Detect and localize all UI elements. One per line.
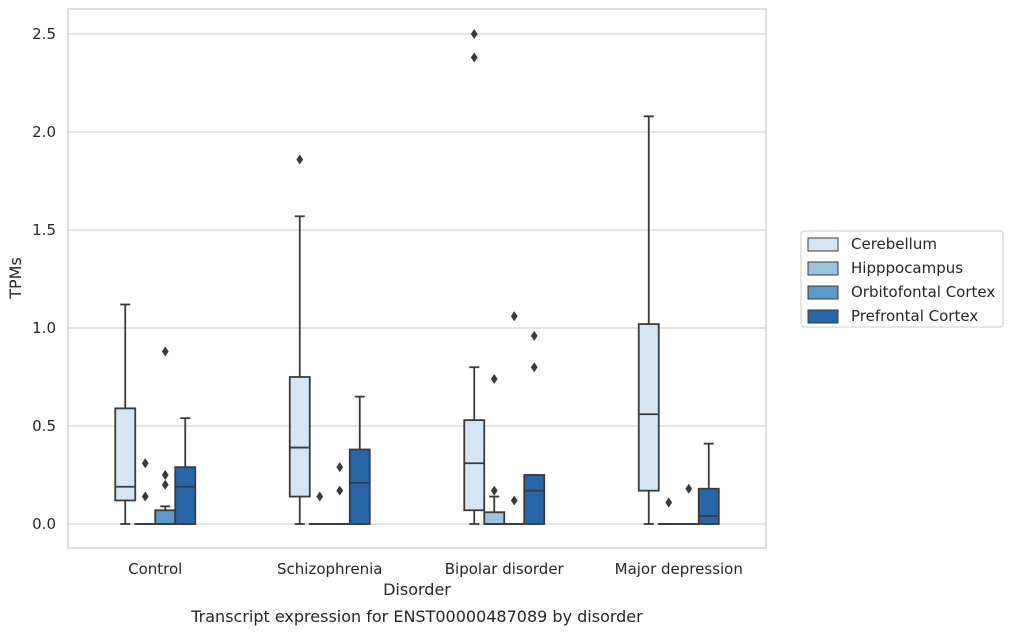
- legend-swatch: [807, 309, 839, 324]
- box: [463, 419, 486, 512]
- y-axis-ticks: 0.0 0.5 1.0 1.5 2.0 2.5: [32, 25, 56, 533]
- box-group: [328, 462, 351, 525]
- plot-frame: [67, 8, 767, 549]
- y-tick-label: 1.5: [32, 221, 56, 239]
- legend-label: Prefrontal Cortex: [851, 307, 978, 325]
- box-group: [348, 395, 371, 525]
- box-group: [697, 442, 720, 525]
- box: [288, 376, 311, 498]
- legend-frame: [800, 230, 1004, 328]
- box: [483, 511, 506, 525]
- box-group: [637, 115, 660, 525]
- y-axis-label: TPMs: [6, 257, 25, 300]
- outlier-point: [161, 470, 169, 480]
- x-axis-ticks: Control Schizophrenia Bipolar disorder Majo…: [128, 560, 743, 578]
- box-group: [308, 491, 331, 525]
- x-tick-label: Control: [128, 560, 182, 578]
- box-group: [114, 303, 137, 525]
- outlier-point: [336, 462, 344, 473]
- box: [114, 407, 137, 502]
- box-group: [657, 497, 680, 525]
- box-group: [503, 311, 526, 525]
- box: [637, 323, 660, 492]
- outlier-point: [665, 497, 673, 508]
- legend-label: Hipppocampus: [851, 259, 963, 277]
- outlier-point: [530, 362, 538, 373]
- x-tick-label: Schizophrenia: [277, 560, 382, 578]
- box-group: [174, 417, 197, 525]
- grid-lines: [68, 33, 766, 525]
- x-axis-label: Disorder: [383, 580, 451, 599]
- box-group: [134, 458, 157, 525]
- box: [523, 474, 546, 525]
- outlier-point: [510, 311, 518, 322]
- legend-swatch: [807, 285, 839, 300]
- outlier-point: [685, 483, 693, 494]
- outlier-point: [141, 491, 149, 502]
- y-tick-label: 1.0: [32, 319, 56, 337]
- box-group: [288, 154, 311, 525]
- box-group: [677, 483, 700, 525]
- x-tick-label: Major depression: [615, 560, 743, 578]
- legend-swatch: [807, 237, 839, 252]
- outlier-point: [490, 485, 498, 496]
- legend-label: Cerebellum: [851, 235, 937, 253]
- box: [348, 448, 371, 525]
- box-group: [483, 373, 506, 525]
- y-tick-label: 2.0: [32, 123, 56, 141]
- outlier-point: [470, 52, 478, 63]
- outlier-point: [161, 346, 169, 357]
- outlier-point: [470, 29, 478, 39]
- box: [154, 509, 177, 525]
- legend-label: Orbitofontal Cortex: [851, 283, 995, 301]
- chart-caption: Transcript expression for ENST0000048708…: [190, 607, 643, 626]
- y-tick-label: 2.5: [32, 25, 56, 43]
- box-group: [523, 330, 546, 525]
- box-group: [154, 346, 177, 525]
- y-tick-label: 0.5: [32, 417, 56, 435]
- legend: Cerebellum Hipppocampus Orbitofontal Corte…: [800, 230, 1004, 328]
- outlier-point: [490, 373, 498, 384]
- box: [697, 487, 720, 525]
- outlier-point: [141, 458, 149, 469]
- legend-swatch: [807, 261, 839, 276]
- outlier-point: [510, 495, 518, 506]
- outlier-point: [530, 330, 538, 341]
- outlier-point: [316, 491, 324, 502]
- outlier-point: [336, 485, 344, 496]
- box-series: [114, 29, 720, 525]
- outlier-point: [296, 154, 304, 165]
- x-tick-label: Bipolar disorder: [445, 560, 565, 578]
- outlier-point: [161, 479, 169, 490]
- box-group: [463, 29, 486, 525]
- y-tick-label: 0.0: [32, 515, 56, 533]
- box: [174, 466, 197, 525]
